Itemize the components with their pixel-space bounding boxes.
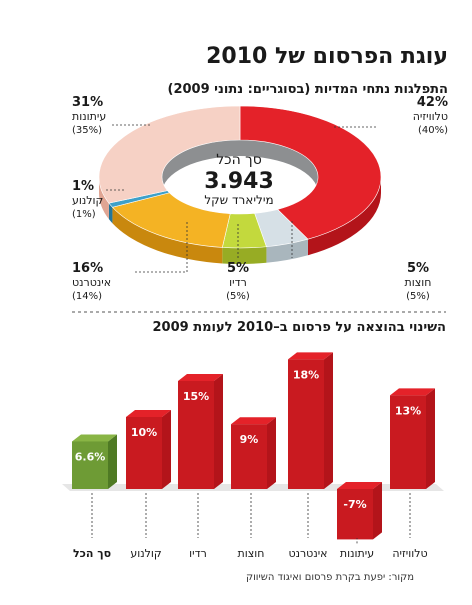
slice-wall — [307, 177, 381, 256]
slice-value-label: 42% — [417, 95, 448, 110]
slice-prev-label: (5%) — [406, 291, 430, 302]
slice-name-label: חוצות — [405, 276, 432, 289]
bar-top — [72, 434, 117, 442]
bar — [390, 395, 426, 489]
slice-wall — [222, 246, 267, 264]
slice-value-label: 5% — [227, 261, 249, 276]
slice-value-label: 5% — [407, 261, 429, 276]
bar-category-label: קולנוע — [130, 547, 161, 560]
slice-name-label: קולנוע — [72, 194, 103, 207]
bar-value-label: 9% — [240, 433, 259, 446]
slice-wall — [99, 177, 109, 220]
slice-name-label: רדיו — [229, 276, 247, 289]
bar-side — [324, 352, 333, 489]
bar-side — [426, 388, 435, 489]
bar — [72, 441, 108, 489]
slice-prev-label: (14%) — [72, 291, 102, 302]
donut-slice — [98, 105, 241, 204]
pie-subtitle: התפלגות נתחי המדיות (בסוגריים: נתוני 200… — [168, 82, 449, 97]
bar-side — [214, 374, 223, 489]
slice-prev-label: (35%) — [72, 125, 102, 136]
bar — [231, 424, 267, 489]
main-title: עוגת הפרסום של 2010 — [206, 44, 448, 69]
donut-slice — [239, 105, 382, 240]
slice-value-label: 31% — [72, 95, 103, 110]
center-total-unit: מיליארד שקל — [204, 193, 273, 207]
bar-value-label: 18% — [293, 368, 319, 381]
slice-wall — [108, 203, 113, 224]
bar-value-label: 13% — [395, 404, 421, 417]
slice-prev-label: (40%) — [418, 125, 448, 136]
bar-top — [288, 352, 333, 360]
bar-top — [178, 374, 223, 381]
bar-side — [373, 482, 382, 540]
slice-name-label: אינטרנט — [72, 276, 111, 289]
bar-category-label: חוצות — [238, 547, 265, 560]
slice-leader-line — [134, 222, 188, 273]
slice-name-label: טלוויזיה — [413, 110, 448, 123]
slice-prev-label: (5%) — [226, 291, 250, 302]
bar-value-label: 15% — [183, 390, 209, 403]
bar-side — [162, 410, 171, 489]
bar-subtitle: השינוי בהוצאה על פרסום ב–2010 לעומת 2009 — [153, 320, 447, 335]
donut-chart: 42%טלוויזיה(40%)5%חוצות(5%)5%רדיו(5%)16%… — [72, 95, 448, 302]
bar-category-label: עיתונות — [340, 547, 374, 560]
slice-wall — [112, 207, 223, 264]
bar-top — [337, 482, 382, 489]
bar — [178, 381, 214, 489]
bar-chart: 13% טלוויזיה -7% עיתונות 18% אינטרנט 9% חוצות 15… — [62, 352, 444, 560]
center-total-label: סך הכל — [216, 152, 262, 168]
bar — [288, 359, 324, 489]
bar-value-label: 6.6% — [75, 450, 106, 463]
bar-top — [231, 417, 276, 425]
hole-wall — [162, 140, 240, 193]
bar-top — [126, 410, 171, 417]
bar-category-label: סך הכל — [73, 547, 111, 560]
slice-value-label: 1% — [72, 179, 94, 194]
bar-value-label: -7% — [343, 498, 366, 511]
bar-category-label: טלוויזיה — [392, 547, 427, 560]
source-note: מקור: יפעת בקרת פרסום ואיגוד השיווק — [246, 572, 414, 583]
bar-side — [267, 417, 276, 489]
slice-prev-label: (1%) — [72, 209, 96, 220]
slice-wall — [266, 239, 308, 263]
bar-category-label: רדיו — [189, 547, 207, 560]
bar-category-label: אינטרנט — [288, 547, 327, 560]
bar-value-label: 10% — [131, 426, 157, 439]
bar — [126, 417, 162, 489]
bar-side — [108, 434, 117, 489]
hole-wall — [240, 140, 318, 193]
bar-top — [390, 388, 435, 396]
center-total-value: 3.943 — [204, 169, 274, 194]
bar — [337, 489, 373, 540]
slice-value-label: 16% — [72, 261, 103, 276]
slice-name-label: עיתונות — [72, 110, 106, 123]
